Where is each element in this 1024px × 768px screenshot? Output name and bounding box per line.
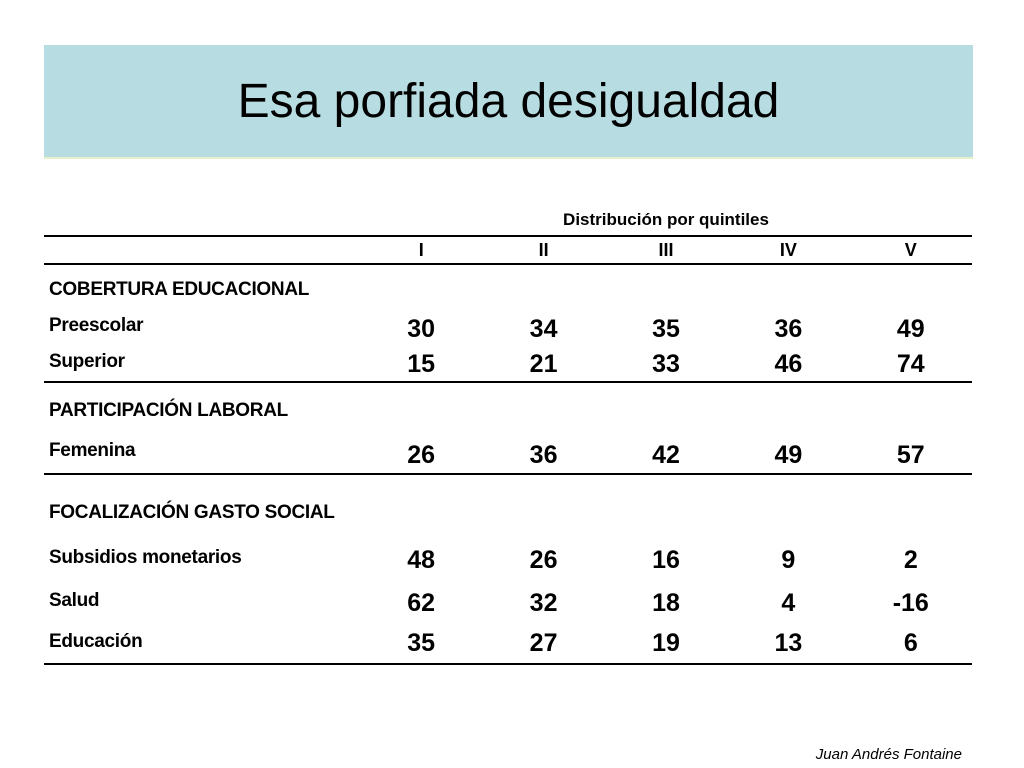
table-row: Preescolar 30 34 35 36 49 — [44, 311, 972, 347]
table-cell: 74 — [849, 347, 972, 383]
empty-cell — [44, 198, 360, 236]
table-cell: 6 — [849, 624, 972, 665]
section-heading-row: FOCALIZACIÓN GASTO SOCIAL — [44, 474, 972, 538]
table-cell: 35 — [652, 314, 680, 343]
section-heading-row: COBERTURA EDUCACIONAL — [44, 264, 972, 311]
data-table-container: Distribución por quintiles I II III IV V… — [44, 198, 972, 665]
table-cell: 36 — [482, 438, 605, 475]
row-label: Educación — [44, 624, 360, 665]
table-row: Salud 62 32 18 4 -16 — [44, 582, 972, 624]
table-cell: 49 — [727, 438, 850, 475]
row-label: Femenina — [44, 438, 360, 475]
column-header: V — [849, 235, 972, 265]
slide-title: Esa porfiada desigualdad — [237, 75, 780, 128]
table-row: Subsidios monetarios 48 26 16 9 2 — [44, 538, 972, 582]
table-cell: 30 — [407, 314, 436, 343]
column-header: II — [482, 235, 605, 265]
table-cell: 48 — [407, 545, 436, 574]
table-cell: 27 — [482, 624, 605, 665]
table-cell: 13 — [727, 624, 850, 665]
column-header-row: I II III IV V — [44, 235, 972, 265]
table-cell: 36 — [774, 314, 803, 343]
table-cell: 46 — [727, 347, 850, 383]
table-cell: 62 — [407, 588, 436, 617]
empty-cell — [44, 235, 360, 265]
table-row: Superior 15 21 33 46 74 — [44, 347, 972, 383]
table-cell: 49 — [896, 314, 925, 343]
section-heading: COBERTURA EDUCACIONAL — [49, 278, 310, 300]
table-cell: 57 — [849, 438, 972, 475]
section-heading: FOCALIZACIÓN GASTO SOCIAL — [49, 501, 335, 523]
table-row: Femenina 26 36 42 49 57 — [44, 438, 972, 475]
table-cell: 16 — [652, 545, 680, 574]
author-credit: Juan Andrés Fontaine — [815, 746, 962, 763]
column-header: I — [360, 235, 483, 265]
empty-cell — [360, 474, 972, 538]
table-row: Educación 35 27 19 13 6 — [44, 624, 972, 665]
title-band: Esa porfiada desigualdad — [44, 45, 973, 159]
table-cell: 18 — [652, 588, 680, 617]
table-cell: 34 — [529, 314, 558, 343]
row-label: Subsidios monetarios — [49, 547, 242, 568]
section-heading-row: PARTICIPACIÓN LABORAL — [44, 382, 972, 438]
quintile-table: Distribución por quintiles I II III IV V… — [44, 198, 972, 665]
table-cell: 42 — [604, 438, 728, 475]
table-cell: 32 — [529, 588, 558, 617]
table-cell: 15 — [360, 347, 483, 383]
section-heading: PARTICIPACIÓN LABORAL — [49, 399, 288, 421]
table-cell: 2 — [903, 545, 918, 574]
empty-cell — [360, 382, 972, 438]
row-label: Superior — [44, 347, 360, 383]
row-label: Salud — [49, 590, 100, 611]
table-cell: -16 — [892, 588, 929, 617]
table-cell: 26 — [360, 438, 483, 475]
empty-cell — [360, 264, 972, 311]
table-cell: 9 — [781, 545, 796, 574]
group-header-row: Distribución por quintiles — [44, 198, 972, 236]
group-header: Distribución por quintiles — [563, 210, 769, 229]
column-header: IV — [727, 235, 850, 265]
table-cell: 19 — [604, 624, 728, 665]
table-cell: 35 — [360, 624, 483, 665]
table-cell: 4 — [781, 588, 796, 617]
column-header: III — [604, 235, 728, 265]
row-label: Preescolar — [49, 315, 144, 336]
table-cell: 21 — [482, 347, 605, 383]
table-cell: 26 — [529, 545, 558, 574]
table-cell: 33 — [604, 347, 728, 383]
